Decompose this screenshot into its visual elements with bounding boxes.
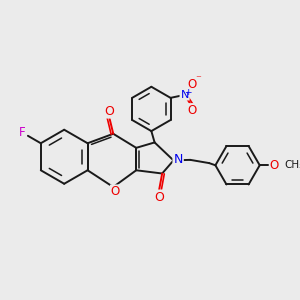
Text: O: O <box>111 185 120 198</box>
Text: N: N <box>180 90 189 100</box>
Text: O: O <box>270 159 279 172</box>
Text: ⁻: ⁻ <box>195 74 201 85</box>
Text: O: O <box>104 105 114 118</box>
Text: O: O <box>188 78 197 91</box>
Text: N: N <box>173 153 183 167</box>
Text: F: F <box>19 126 26 139</box>
Text: O: O <box>188 104 197 117</box>
Text: +: + <box>184 88 192 97</box>
Text: O: O <box>154 190 164 203</box>
Text: CH₃: CH₃ <box>284 160 300 170</box>
